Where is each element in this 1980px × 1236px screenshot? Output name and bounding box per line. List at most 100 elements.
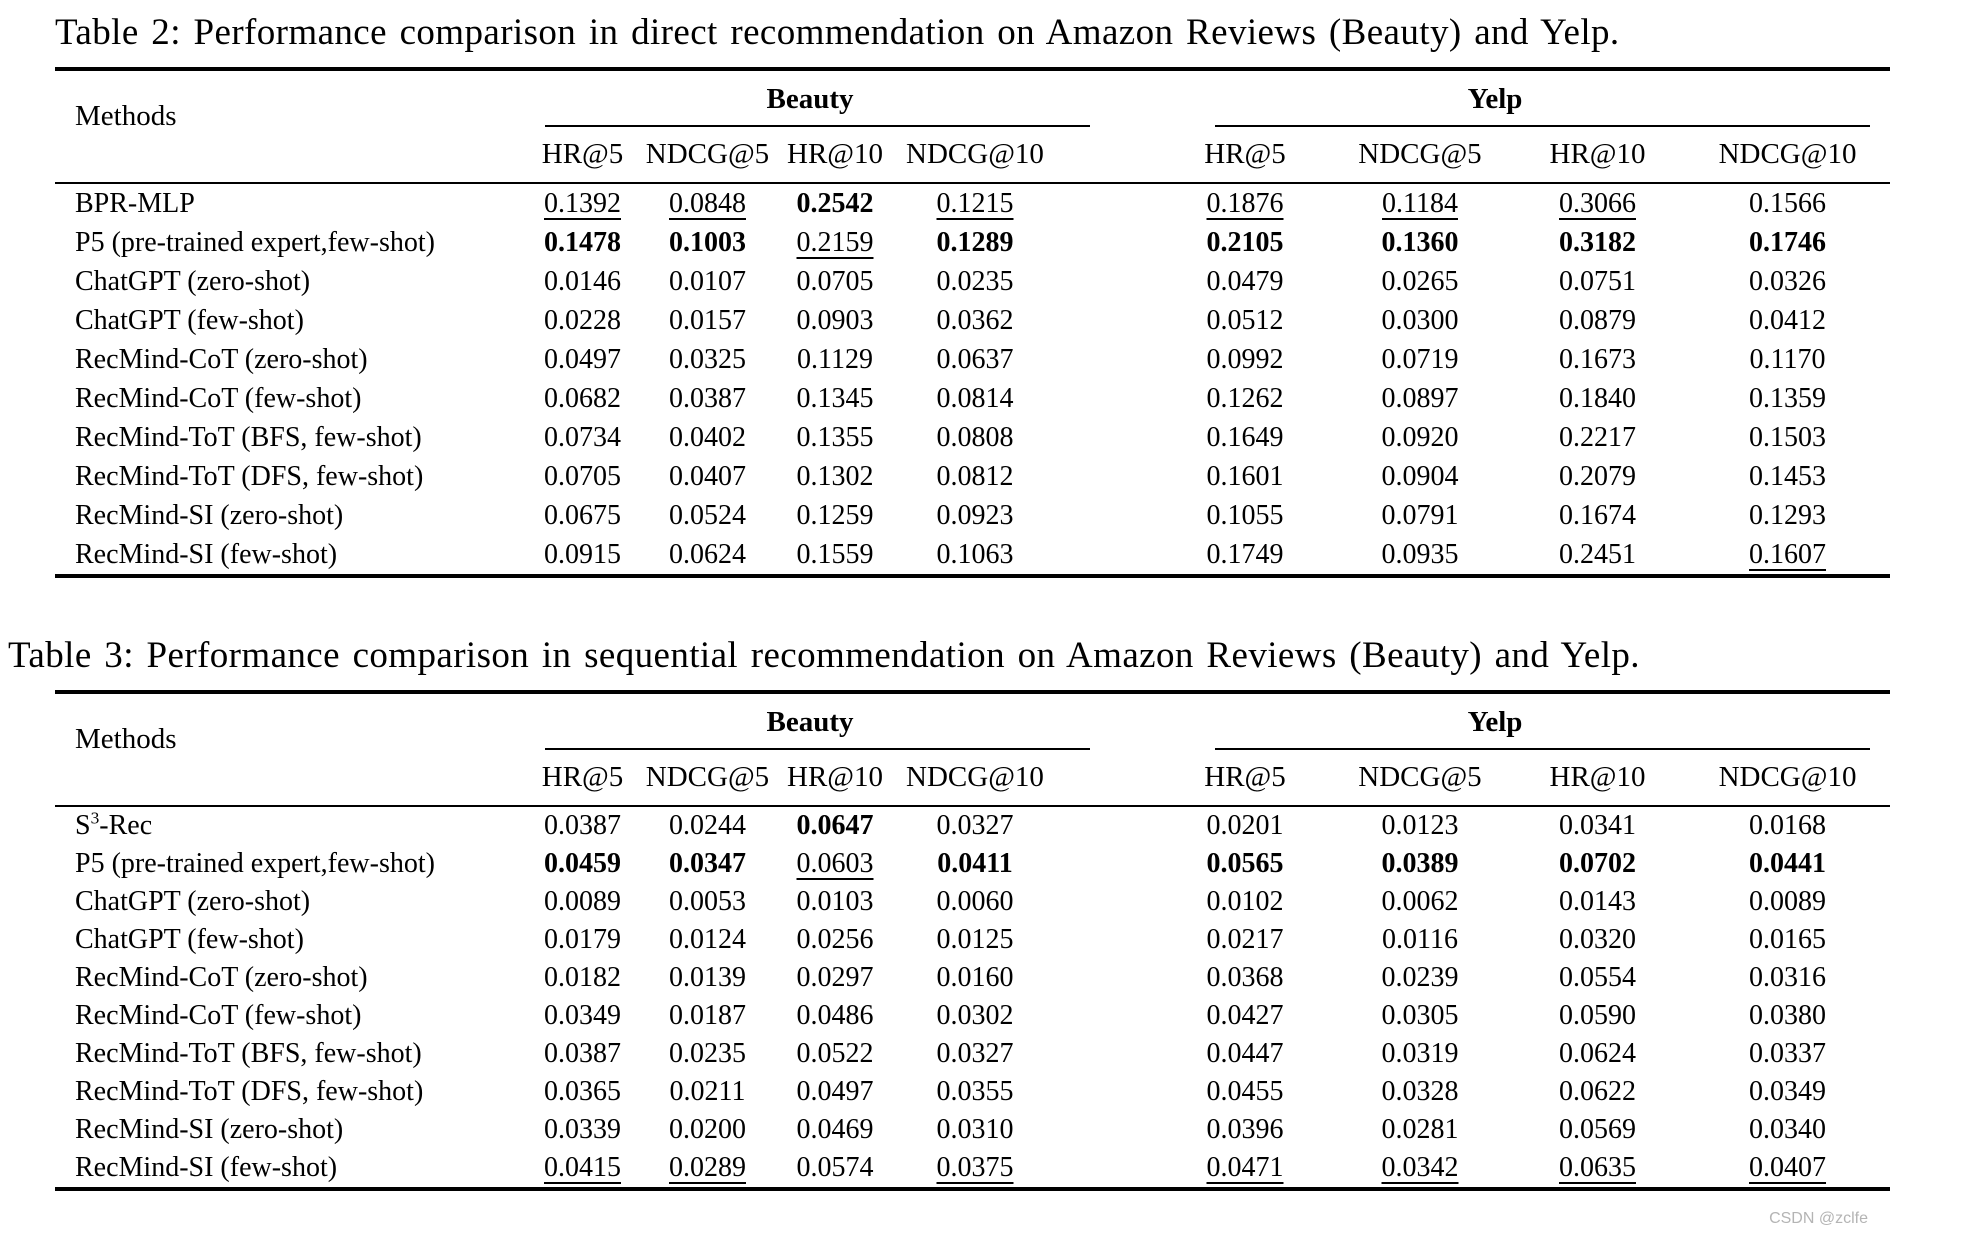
- group-header-beauty: Beauty: [520, 69, 1100, 127]
- value-cell: 0.0339: [544, 1114, 621, 1145]
- group-header-yelp: Yelp: [1100, 692, 1890, 750]
- value-cell: 0.0228: [544, 304, 621, 336]
- table-row: RecMind-SI (few-shot) 0.0415 0.0289 0.0574 0…: [55, 1149, 1890, 1189]
- col-header-yelp-ndcg5: NDCG@5: [1330, 750, 1510, 807]
- value-cell: 0.0407: [1749, 1152, 1827, 1183]
- value-cell: 0.0897: [1381, 382, 1459, 414]
- value-cell: 0.1215: [936, 187, 1014, 219]
- table-3: Methods Beauty Yelp HR@5 NDCG@5 HR@10 ND…: [55, 690, 1891, 1191]
- col-header-beauty-hr5: HR@5: [520, 127, 645, 184]
- col-header-yelp-hr10: HR@10: [1510, 127, 1685, 184]
- value-cell: 0.0554: [1559, 962, 1636, 993]
- value-cell: 0.0235: [669, 1038, 746, 1069]
- value-cell: 0.0053: [669, 886, 746, 917]
- value-cell: 0.0512: [1206, 304, 1284, 336]
- value-cell: 0.0565: [1206, 848, 1284, 879]
- value-cell: 0.1259: [796, 499, 874, 531]
- value-cell: 0.2217: [1559, 421, 1636, 453]
- table-row: RecMind-SI (zero-shot) 0.0675 0.0524 0.1259…: [55, 496, 1890, 535]
- col-header-yelp-hr5: HR@5: [1100, 750, 1330, 807]
- metric-header-row: HR@5 NDCG@5 HR@10 NDCG@10 HR@5 NDCG@5 HR…: [55, 750, 1891, 807]
- value-cell: 0.0211: [669, 1076, 746, 1107]
- value-cell: 0.0368: [1206, 962, 1284, 993]
- value-cell: 0.0125: [936, 924, 1014, 955]
- value-cell: 0.0411: [937, 848, 1013, 879]
- value-cell: 0.1749: [1206, 538, 1284, 570]
- method-cell: P5 (pre-trained expert,few-shot): [75, 226, 435, 258]
- value-cell: 0.0089: [544, 886, 621, 917]
- value-cell: 0.2105: [1206, 226, 1284, 258]
- value-cell: 0.0647: [796, 810, 874, 841]
- table-row: RecMind-CoT (few-shot) 0.0682 0.0387 0.1345…: [55, 379, 1890, 418]
- value-cell: 0.1566: [1749, 187, 1827, 219]
- value-cell: 0.2079: [1559, 460, 1636, 492]
- method-cell: ChatGPT (few-shot): [75, 924, 304, 955]
- value-cell: 0.0200: [669, 1114, 746, 1145]
- value-cell: 0.1360: [1381, 226, 1459, 258]
- value-cell: 0.0365: [544, 1076, 621, 1107]
- value-cell: 0.0812: [936, 460, 1014, 492]
- value-cell: 0.0387: [669, 382, 746, 414]
- value-cell: 0.0624: [669, 538, 746, 570]
- method-cell: RecMind-CoT (few-shot): [75, 1000, 362, 1031]
- value-cell: 0.0182: [544, 962, 621, 993]
- value-cell: 0.1478: [544, 226, 621, 258]
- value-cell: 0.0340: [1749, 1114, 1827, 1145]
- col-header-beauty-ndcg10: NDCG@10: [900, 127, 1100, 184]
- method-cell: RecMind-CoT (few-shot): [75, 382, 362, 414]
- value-cell: 0.1289: [936, 226, 1014, 258]
- value-cell: 0.0355: [936, 1076, 1014, 1107]
- table2-body: BPR-MLP 0.1392 0.0848 0.2542 0.1215 0.1876 0.1…: [55, 183, 1890, 576]
- value-cell: 0.0459: [544, 848, 621, 879]
- value-cell: 0.0143: [1559, 886, 1636, 917]
- value-cell: 0.3066: [1559, 187, 1636, 219]
- value-cell: 0.2451: [1559, 538, 1636, 570]
- method-cell: RecMind-SI (few-shot): [75, 1152, 338, 1183]
- value-cell: 0.0903: [796, 304, 874, 336]
- value-cell: 0.0341: [1559, 810, 1636, 841]
- value-cell: 0.0375: [936, 1152, 1014, 1183]
- table-row: S3-Rec 0.0387 0.0244 0.0647 0.0327 0.0201 0.01…: [55, 806, 1890, 845]
- value-cell: 0.0102: [1206, 886, 1284, 917]
- value-cell: 0.0848: [669, 187, 746, 219]
- value-cell: 0.0328: [1381, 1076, 1459, 1107]
- value-cell: 0.0305: [1381, 1000, 1459, 1031]
- value-cell: 0.1293: [1749, 499, 1827, 531]
- group-header-yelp: Yelp: [1100, 69, 1890, 127]
- value-cell: 0.0904: [1381, 460, 1459, 492]
- value-cell: 0.0316: [1749, 962, 1827, 993]
- value-cell: 0.1003: [669, 226, 746, 258]
- value-cell: 0.0497: [796, 1076, 874, 1107]
- value-cell: 0.0139: [669, 962, 746, 993]
- value-cell: 0.0281: [1381, 1114, 1459, 1145]
- value-cell: 0.0320: [1559, 924, 1636, 955]
- value-cell: 0.0992: [1206, 343, 1284, 375]
- value-cell: 0.0471: [1206, 1152, 1284, 1183]
- table-row: RecMind-ToT (BFS, few-shot) 0.0387 0.0235 0…: [55, 1035, 1890, 1073]
- value-cell: 0.0349: [544, 1000, 621, 1031]
- table-row: ChatGPT (zero-shot) 0.0089 0.0053 0.0103 0.0…: [55, 883, 1890, 921]
- value-cell: 0.1453: [1749, 460, 1827, 492]
- table-row: RecMind-ToT (DFS, few-shot) 0.0705 0.0407 0…: [55, 457, 1890, 496]
- value-cell: 0.0325: [669, 343, 746, 375]
- value-cell: 0.1673: [1559, 343, 1636, 375]
- value-cell: 0.1063: [936, 538, 1014, 570]
- value-cell: 0.0124: [669, 924, 746, 955]
- value-cell: 0.0362: [936, 304, 1014, 336]
- table-row: RecMind-ToT (DFS, few-shot) 0.0365 0.0211 0…: [55, 1073, 1890, 1111]
- method-cell: RecMind-CoT (zero-shot): [75, 343, 368, 375]
- value-cell: 0.0734: [544, 421, 621, 453]
- value-cell: 0.0146: [544, 265, 621, 297]
- value-cell: 0.1601: [1206, 460, 1284, 492]
- value-cell: 0.0165: [1749, 924, 1827, 955]
- value-cell: 0.0441: [1749, 848, 1827, 879]
- table-row: ChatGPT (few-shot) 0.0179 0.0124 0.0256 0.01…: [55, 921, 1890, 959]
- method-cell: ChatGPT (few-shot): [75, 304, 304, 336]
- value-cell: 0.0447: [1206, 1038, 1284, 1069]
- table-row: ChatGPT (few-shot) 0.0228 0.0157 0.0903 0.03…: [55, 301, 1890, 340]
- table3-caption: Table 3: Performance comparison in seque…: [8, 635, 1640, 676]
- value-cell: 0.0326: [1749, 265, 1827, 297]
- value-cell: 0.0622: [1559, 1076, 1636, 1107]
- value-cell: 0.0310: [936, 1114, 1014, 1145]
- value-cell: 0.0239: [1381, 962, 1459, 993]
